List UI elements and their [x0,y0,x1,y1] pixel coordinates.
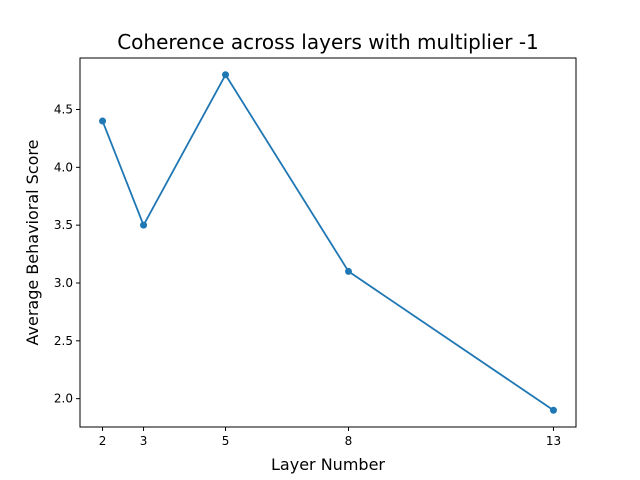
data-point-layer-2 [99,117,107,125]
chart-title: Coherence across layers with multiplier … [117,30,539,54]
data-point-layer-8 [344,267,352,275]
y-tick-label-3.5: 3.5 [54,218,73,232]
y-axis-label: Average Behavioral Score [23,140,42,346]
y-tick-label-4.5: 4.5 [54,102,73,116]
x-tick-label-3: 3 [140,434,148,448]
x-tick-label-8: 8 [345,434,353,448]
x-tick-label-5: 5 [222,434,230,448]
x-tick-label-2: 2 [99,434,107,448]
plot-area [99,71,557,414]
y-tick-label-2.5: 2.5 [54,334,73,348]
y-tick-label-3.0: 3.0 [54,276,73,290]
data-point-layer-5 [222,71,230,79]
y-tick-label-2.0: 2.0 [54,392,73,406]
x-tick-label-13: 13 [546,434,561,448]
data-point-layer-3 [140,221,148,229]
axes-frame [79,57,577,428]
y-tick-label-4.0: 4.0 [54,160,73,174]
data-point-layer-13 [549,406,557,414]
x-axis-label: Layer Number [271,455,385,474]
